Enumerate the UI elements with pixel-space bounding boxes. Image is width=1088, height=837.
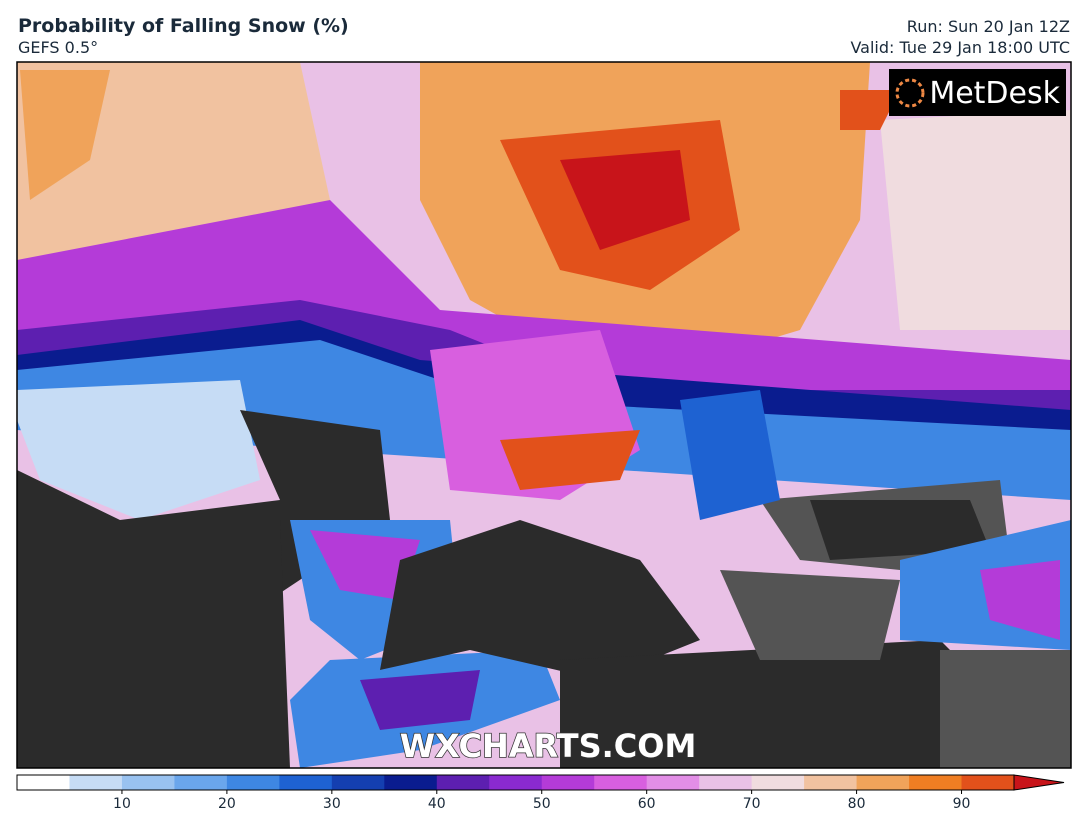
colorbar-tick-label: 30 [323,796,341,812]
colorbar-tick-label: 80 [848,796,866,812]
logo-icon [895,78,925,108]
colorbar-segment [489,775,543,790]
colorbar-tick-label: 40 [428,796,446,812]
run: Run: Sun 20 Jan 12Z [907,17,1070,36]
colorbar-tick-label: 60 [638,796,656,812]
colorbar-tick-label: 50 [533,796,551,812]
logo: MetDesk [929,76,1060,111]
subtitle: GEFS 0.5° [18,38,98,57]
colorbar-segment [646,775,700,790]
colorbar-segment [541,775,595,790]
colorbar-segment [436,775,490,790]
colorbar: 10 20 30 40 50 60 70 80 90 [16,774,1065,812]
colorbar-segment [69,775,123,790]
colorbar-segment [856,775,910,790]
valid: Valid: Tue 29 Jan 18:00 UTC [850,38,1070,57]
colorbar-segment [699,775,753,790]
colorbar-segment [17,775,70,790]
colorbar-segment [331,775,385,790]
colorbar-segment [751,775,805,790]
colorbar-tick-label: 70 [743,796,761,812]
watermark: WXCHARTS.COM [400,727,697,765]
colorbar-segment [961,775,1015,790]
colorbar-segment [594,775,648,790]
title: Probability of Falling Snow (%) [18,15,349,37]
logo-box [889,69,1066,116]
colorbar-extension [1013,774,1065,791]
map [17,62,1071,768]
colorbar-tick-label: 20 [218,796,236,812]
colorbar-segment [174,775,228,790]
colorbar-frame [16,774,1015,791]
colorbar-segment [279,775,333,790]
colorbar-segment [384,775,438,790]
colorbar-tick-label: 10 [113,796,131,812]
map-frame [16,61,1072,769]
colorbar-segment [226,775,280,790]
colorbar-tick-label: 90 [953,796,971,812]
colorbar-segment [804,775,858,790]
colorbar-segment [909,775,963,790]
colorbar-segment [121,775,175,790]
